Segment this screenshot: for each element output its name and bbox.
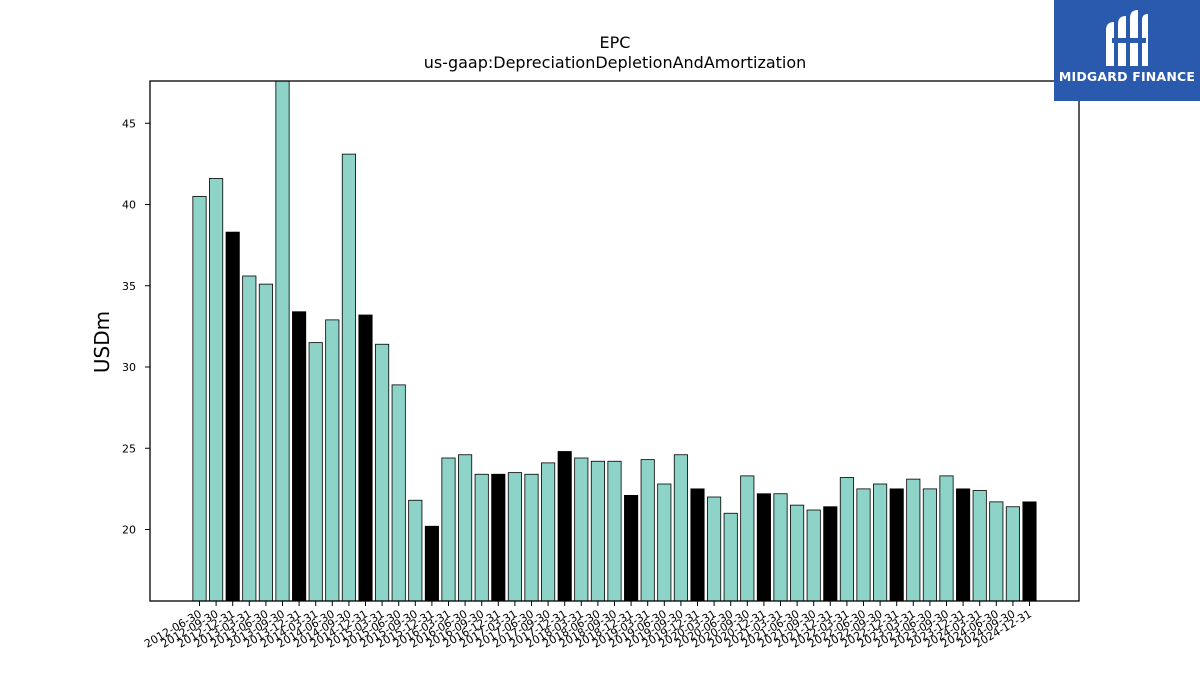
bar-2022-06-30 <box>856 488 871 602</box>
bar-2024-06-30 <box>989 501 1004 602</box>
bar-2015-09-30 <box>408 499 423 602</box>
midgard-finance-logo-icon <box>1106 10 1148 66</box>
bar-2013-09-30 <box>275 80 290 602</box>
bar-2023-09-30 <box>939 475 954 602</box>
bar-2017-03-31 <box>507 472 522 602</box>
bar-2014-06-30 <box>325 319 340 602</box>
y-tick-label: 25 <box>122 442 136 455</box>
bar-2015-06-30 <box>391 384 406 602</box>
bar-2023-03-31 <box>906 478 921 602</box>
bar-2012-06-30 <box>192 195 207 602</box>
bar-2012-09-30 <box>209 178 224 602</box>
y-axis-label: USDm <box>90 311 114 373</box>
bar-2014-03-31 <box>308 342 323 602</box>
bar-2019-03-31 <box>640 459 655 602</box>
y-tick-label: 20 <box>122 524 136 537</box>
bar-2023-12-31 <box>956 488 971 602</box>
bar-2019-09-30 <box>673 454 688 602</box>
bar-2022-12-31 <box>889 488 904 602</box>
bar-2024-03-31 <box>972 490 987 602</box>
bar-2013-06-30 <box>258 283 273 602</box>
y-tick-label: 35 <box>122 280 136 293</box>
bar-2014-12-31 <box>358 314 373 602</box>
bars-group <box>192 80 1037 602</box>
y-tick-label: 30 <box>122 361 136 374</box>
plot-frame <box>149 80 1080 602</box>
bar-2019-12-31 <box>690 488 705 602</box>
bar-2018-12-31 <box>624 494 639 602</box>
bar-2024-12-31 <box>1022 501 1037 602</box>
bar-2017-12-31 <box>557 451 572 602</box>
bar-2016-03-31 <box>441 457 456 602</box>
bar-2014-09-30 <box>341 153 356 602</box>
bar-2021-12-31 <box>823 506 838 602</box>
bar-2021-09-30 <box>806 509 821 602</box>
bar-2019-06-30 <box>657 483 672 602</box>
bar-2024-09-30 <box>1005 506 1020 602</box>
bar-2017-09-30 <box>541 462 556 602</box>
y-axis: 20 25 30 35 40 45 <box>122 117 150 537</box>
chart-subtitle: us-gaap:DepreciationDepletionAndAmortiza… <box>424 53 807 72</box>
bar-2018-06-30 <box>590 460 605 602</box>
bar-2018-03-31 <box>574 457 589 602</box>
y-tick-label: 40 <box>122 199 136 212</box>
chart-title: EPC <box>600 33 631 52</box>
bar-2020-09-30 <box>740 475 755 602</box>
bar-2015-03-31 <box>375 343 390 602</box>
bar-2012-12-31 <box>225 231 240 602</box>
x-axis: 2012-06-302012-09-302012-12-312013-03-31… <box>142 601 1034 651</box>
bar-2020-03-31 <box>707 496 722 602</box>
bar-2015-12-31 <box>424 525 439 602</box>
bar-2020-06-30 <box>723 512 738 602</box>
bar-2016-12-31 <box>491 473 506 602</box>
bar-2022-03-31 <box>839 477 854 602</box>
bar-2021-03-31 <box>773 493 788 602</box>
bar-2013-12-31 <box>292 311 307 602</box>
bar-2016-09-30 <box>474 473 489 602</box>
bar-2018-09-30 <box>607 460 622 602</box>
bar-2021-06-30 <box>790 504 805 602</box>
y-tick-label: 45 <box>122 117 136 130</box>
bar-2013-03-31 <box>242 275 257 602</box>
brand-name: MIDGARD FINANCE <box>1058 69 1196 84</box>
brand-logo: MIDGARD FINANCE <box>1054 0 1200 101</box>
bar-2020-12-31 <box>756 493 771 602</box>
bar-2022-09-30 <box>873 483 888 602</box>
bar-2023-06-30 <box>922 488 937 602</box>
bar-2017-06-30 <box>524 473 539 602</box>
bar-2016-06-30 <box>458 454 473 602</box>
